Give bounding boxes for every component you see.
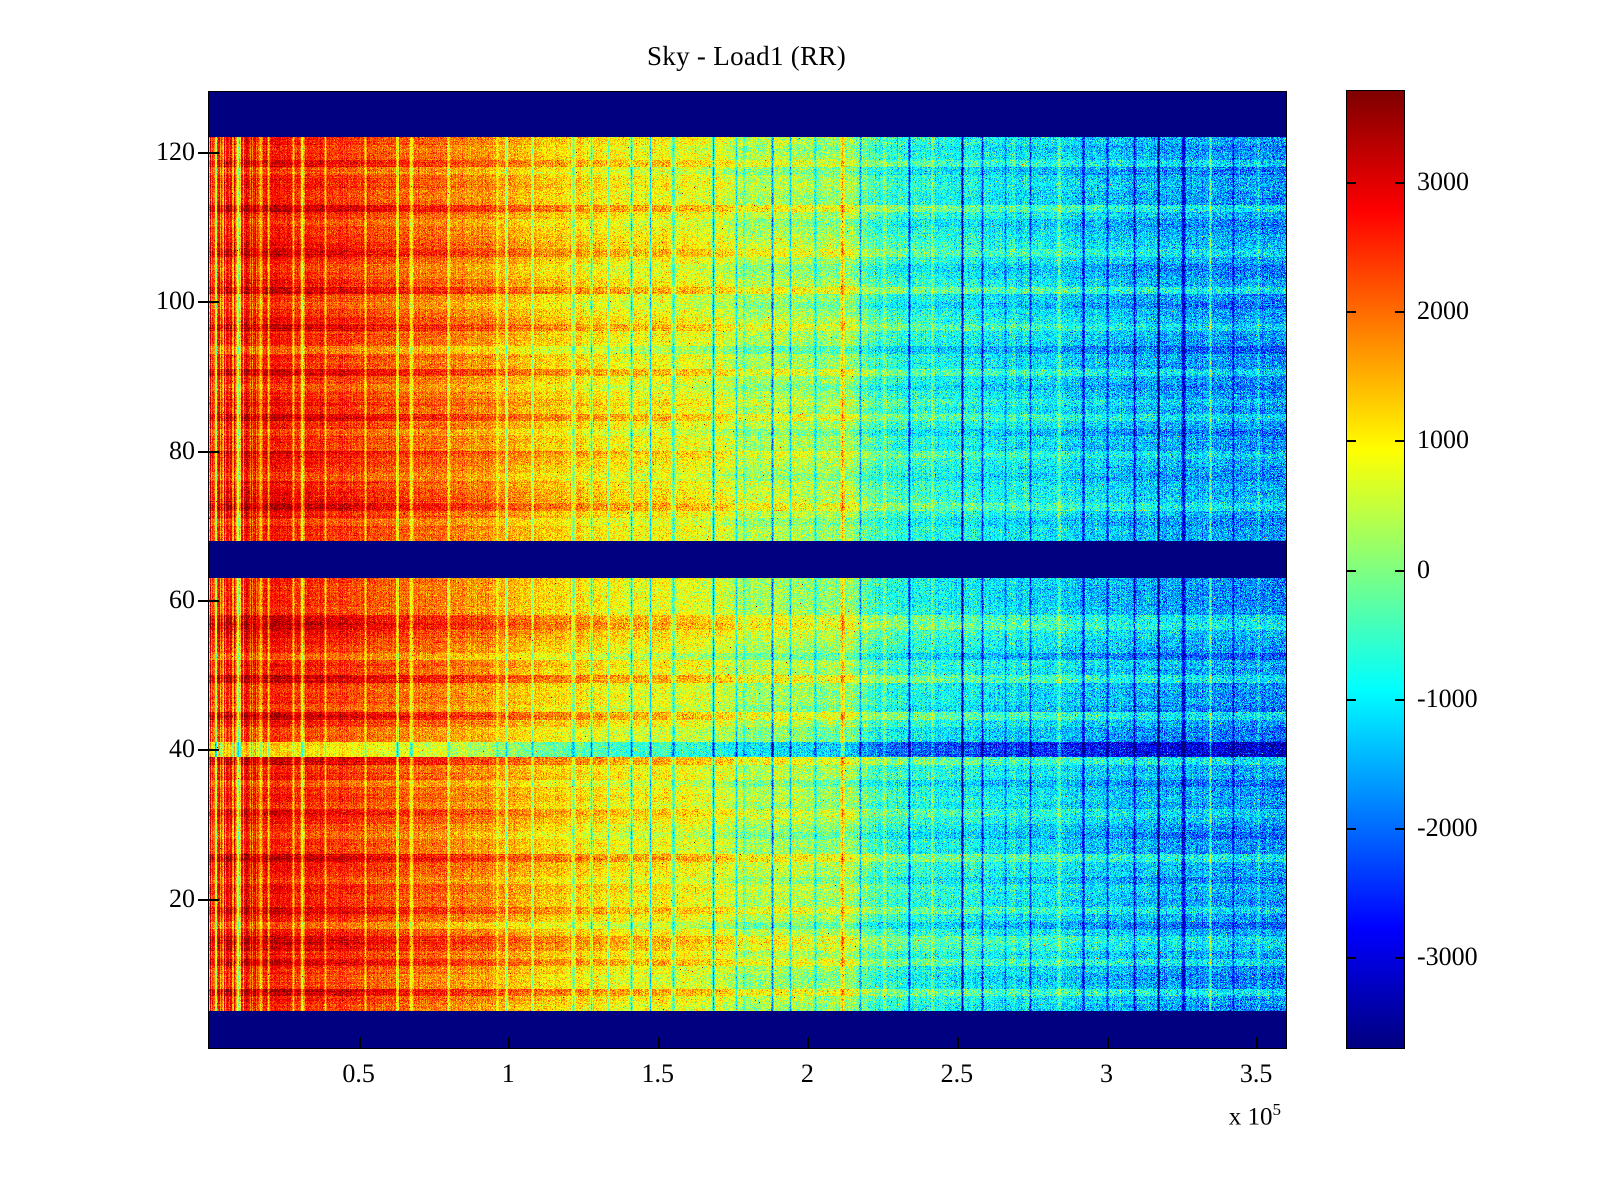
chart-title: Sky - Load1 (RR) — [646, 41, 847, 71]
y-tick-label: 120 — [156, 136, 195, 166]
colorbar-tick-mark — [1347, 310, 1356, 313]
y-tick-mark-inner — [209, 450, 219, 453]
y-tick-label: 60 — [169, 584, 195, 614]
x-tick-label: 0.5 — [342, 1059, 375, 1088]
colorbar-tick-label: 0 — [1417, 554, 1430, 584]
y-tick-mark-inner — [209, 898, 219, 901]
x-tick-label: 1.5 — [641, 1059, 675, 1088]
x-axis-exponent-power: 5 — [1272, 1100, 1282, 1119]
colorbar-tick-label: 1000 — [1417, 425, 1469, 455]
y-tick-mark — [198, 599, 209, 602]
colorbar: 3000 2000 1000 0 -1000 -2000 -3000 — [1346, 90, 1478, 1049]
colorbar-tick-mark — [1395, 440, 1404, 443]
colorbar-gradient — [1347, 91, 1404, 1048]
x-tick-mark — [508, 1037, 511, 1048]
colorbar-tick-mark — [1395, 828, 1404, 831]
y-tick-label: 80 — [169, 435, 195, 465]
x-axis-exponent: x 105 — [1229, 1100, 1281, 1131]
x-axis-exponent-base: x 10 — [1228, 1103, 1273, 1131]
colorbar-tick-mark — [1347, 569, 1356, 572]
x-tick-label: 3 — [1100, 1059, 1113, 1088]
x-tick-mark — [657, 1037, 660, 1048]
colorbar-tick-label: -2000 — [1417, 813, 1478, 843]
x-tick-label: 3.5 — [1239, 1059, 1273, 1088]
colorbar-tick-mark — [1347, 440, 1356, 443]
colorbar-tick-mark — [1347, 698, 1356, 701]
x-tick-mark — [1256, 1037, 1259, 1048]
x-tick-label: 2 — [800, 1059, 814, 1088]
colorbar-tick-mark — [1395, 310, 1404, 313]
y-tick-mark — [198, 450, 209, 453]
colorbar-tick-mark — [1347, 957, 1356, 960]
x-tick-mark — [358, 1037, 361, 1048]
y-tick-mark-inner — [209, 151, 219, 154]
y-tick-mark — [198, 301, 209, 304]
colorbar-tick-mark — [1395, 569, 1404, 572]
y-tick-mark — [198, 151, 209, 154]
heatmap-image — [209, 92, 1286, 1048]
y-tick-mark — [198, 898, 209, 901]
y-tick-mark — [198, 749, 209, 752]
y-tick-label: 20 — [169, 883, 195, 913]
x-tick-mark — [807, 1037, 810, 1048]
y-tick-mark-inner — [209, 301, 219, 304]
y-tick-mark-inner — [209, 749, 219, 752]
x-tick-label: 1 — [501, 1059, 515, 1088]
colorbar-tick-mark — [1395, 698, 1404, 701]
y-tick-label: 40 — [169, 734, 195, 764]
x-tick-mark — [1106, 1037, 1109, 1048]
heatmap-axes: 20 40 60 80 100 120 0.5 1 1.5 2 2.5 3 3.5 — [156, 91, 1287, 1088]
y-tick-mark-inner — [209, 599, 219, 602]
x-tick-label: 2.5 — [940, 1059, 974, 1088]
colorbar-tick-label: -1000 — [1417, 683, 1478, 713]
y-tick-label: 100 — [156, 286, 195, 316]
colorbar-tick-label: -3000 — [1417, 942, 1478, 972]
colorbar-tick-mark — [1347, 181, 1356, 184]
colorbar-tick-mark — [1347, 828, 1356, 831]
colorbar-tick-mark — [1395, 181, 1404, 184]
colorbar-tick-label: 3000 — [1417, 166, 1469, 196]
x-tick-mark — [956, 1037, 959, 1048]
colorbar-tick-mark — [1395, 957, 1404, 960]
colorbar-tick-label: 2000 — [1417, 295, 1469, 325]
